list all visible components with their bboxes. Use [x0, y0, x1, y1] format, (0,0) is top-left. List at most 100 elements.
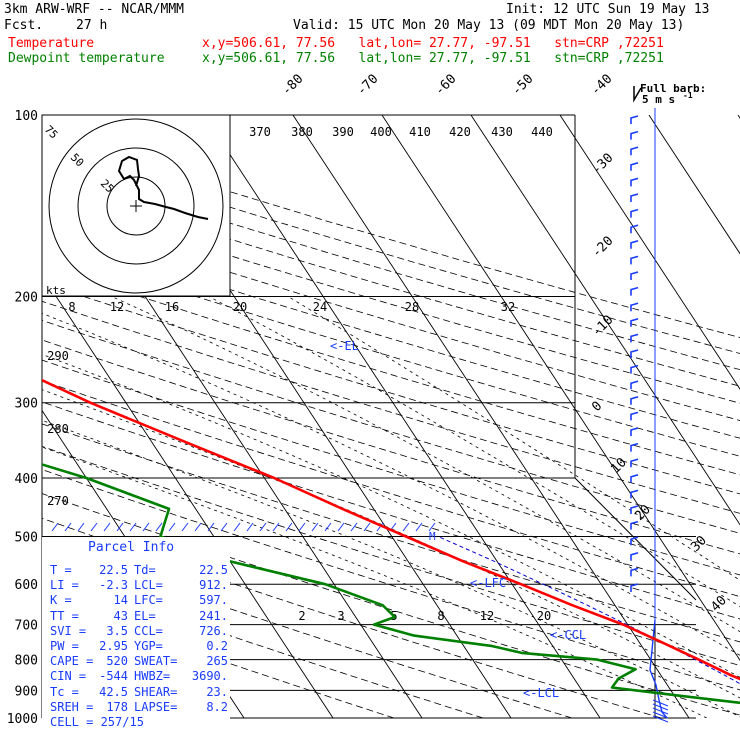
height-tick	[116, 522, 124, 532]
mixing-ratio-label: 8	[437, 609, 444, 623]
height-tick	[90, 522, 98, 532]
wind-barb	[630, 442, 639, 452]
parcel-info-row: CAPE = 520 SWEAT= 265	[50, 654, 228, 668]
moist-adiabat	[111, 296, 740, 633]
height-tick	[233, 522, 241, 532]
parcel-info-row: T = 22.5 Td= 22.5	[50, 563, 228, 577]
pressure-label-900: 900	[15, 684, 38, 699]
parcel-info-title: Parcel Info	[88, 540, 175, 555]
parcel-param-label: SREH =	[50, 699, 94, 714]
theta-label: 400	[370, 125, 392, 139]
height-tick	[64, 522, 72, 532]
barb-legend-line2: 5 m s	[642, 93, 675, 106]
isotherm-label: 20	[632, 502, 654, 524]
parcel-info-row: K = 14 LFC= 597.	[50, 593, 228, 607]
height-tick	[155, 522, 163, 532]
parcel-param-value: -2.3	[99, 578, 128, 593]
moist-adiabat	[42, 446, 707, 718]
parcel-param-value: 43	[113, 608, 128, 623]
barb-legend-line1: Full barb:	[640, 82, 706, 95]
height-tick	[207, 522, 215, 532]
parcel-info-row: SREH = 178 LAPSE= 8.2	[50, 700, 228, 714]
height-tick	[376, 522, 384, 532]
mixing-ratio-label: 20	[233, 300, 247, 314]
barb-legend-exponent: -1	[683, 91, 693, 100]
isotherm-label: 0	[589, 399, 605, 415]
parcel-param-value: 597.	[199, 593, 228, 608]
wind-barb-low	[652, 715, 669, 723]
pressure-label-400: 400	[15, 472, 38, 487]
height-tick	[350, 522, 358, 532]
forecast-label: Fcst.	[4, 18, 44, 33]
parcel-info-row: SVI = 3.5 CCL= 726.	[50, 624, 228, 638]
pressure-label-100: 100	[15, 109, 38, 124]
parcel-param-label: SWEAT=	[134, 654, 178, 669]
wind-barb	[630, 224, 639, 234]
forecast-hour: 27 h	[76, 18, 108, 33]
wind-barb	[630, 489, 639, 499]
parcel-info-row: PW = 2.95 YGP= 0.2	[50, 639, 228, 653]
parcel-param-label: CAPE =	[50, 654, 94, 669]
parcel-param-label: K =	[50, 593, 72, 608]
hodograph-units: kts	[46, 284, 66, 297]
pressure-label-600: 600	[15, 578, 38, 593]
parcel-param-value: 0.2	[206, 639, 228, 653]
parcel-param-label: CCL=	[134, 623, 163, 638]
isotherm	[292, 115, 690, 718]
theta-label: 380	[291, 125, 313, 139]
mixing-ratio-label: 24	[313, 300, 327, 314]
height-tick	[363, 522, 371, 532]
temperature-location-info: x,y=506.61, 77.56 lat,lon= 27.77, -97.51…	[202, 36, 664, 51]
hodograph-ring	[77, 147, 195, 265]
isotherm	[559, 115, 740, 390]
wind-barb	[630, 567, 639, 577]
parcel-param-value: 22.5	[99, 563, 128, 577]
parcel-param-label: LCL=	[134, 578, 163, 593]
height-tick	[194, 522, 202, 532]
height-tick	[259, 522, 267, 532]
theta-label: 420	[449, 125, 471, 139]
isotherm	[42, 274, 334, 718]
pressure-label-700: 700	[15, 619, 38, 634]
parcel-info-row: LI = -2.3 LCL= 912.	[50, 578, 228, 592]
height-tick	[324, 522, 332, 532]
parcel-info-row: CIN = -544 HWBZ= 3690.	[50, 669, 228, 683]
lcl-marker: <-LCL	[523, 686, 559, 700]
parcel-param-label: LFC=	[134, 593, 163, 608]
wind-barb	[630, 115, 639, 124]
height-tick	[285, 522, 293, 532]
mixing-ratio-label: 3	[337, 609, 344, 623]
dry-adiabat	[42, 380, 740, 598]
parcel-info-row: Tc = 42.5 SHEAR= 23.	[50, 685, 228, 699]
wind-barb-low	[652, 699, 669, 707]
hodograph-trace	[117, 155, 209, 220]
model-title: 3km ARW-WRF -- NCAR/MMM	[4, 2, 185, 17]
barb-legend-icon	[633, 86, 642, 103]
dry-adiabat	[42, 195, 740, 404]
height-tick	[298, 522, 306, 532]
el-marker: <-EL	[330, 339, 359, 353]
parcel-param-value: 23.	[206, 684, 228, 699]
temperature-legend-label: Temperature	[8, 36, 95, 51]
isotherm-label: -20	[589, 234, 616, 261]
parcel-param-value: 726.	[199, 623, 228, 638]
parcel-param-value: 241.	[199, 608, 228, 623]
dry-adiabat	[42, 282, 740, 495]
height-tick	[142, 522, 150, 532]
wind-barb	[630, 396, 639, 405]
wind-barb	[630, 162, 639, 171]
wind-barb	[630, 458, 639, 468]
parcel-param-label: TT =	[50, 608, 79, 623]
wind-barb-low	[649, 619, 668, 719]
wind-barb	[630, 240, 639, 249]
parcel-param-value: 178	[106, 699, 128, 714]
parcel-param-value: 3690.	[191, 669, 228, 684]
height-tick	[51, 522, 59, 532]
isotherm-label: -40	[588, 72, 615, 99]
isotherm	[203, 115, 601, 718]
height-tick	[415, 522, 423, 532]
wind-barb	[630, 364, 639, 374]
parcel-param-value: 3.5	[106, 623, 128, 638]
temperature-profile	[42, 378, 740, 681]
isotherm-label: 10	[608, 455, 630, 477]
